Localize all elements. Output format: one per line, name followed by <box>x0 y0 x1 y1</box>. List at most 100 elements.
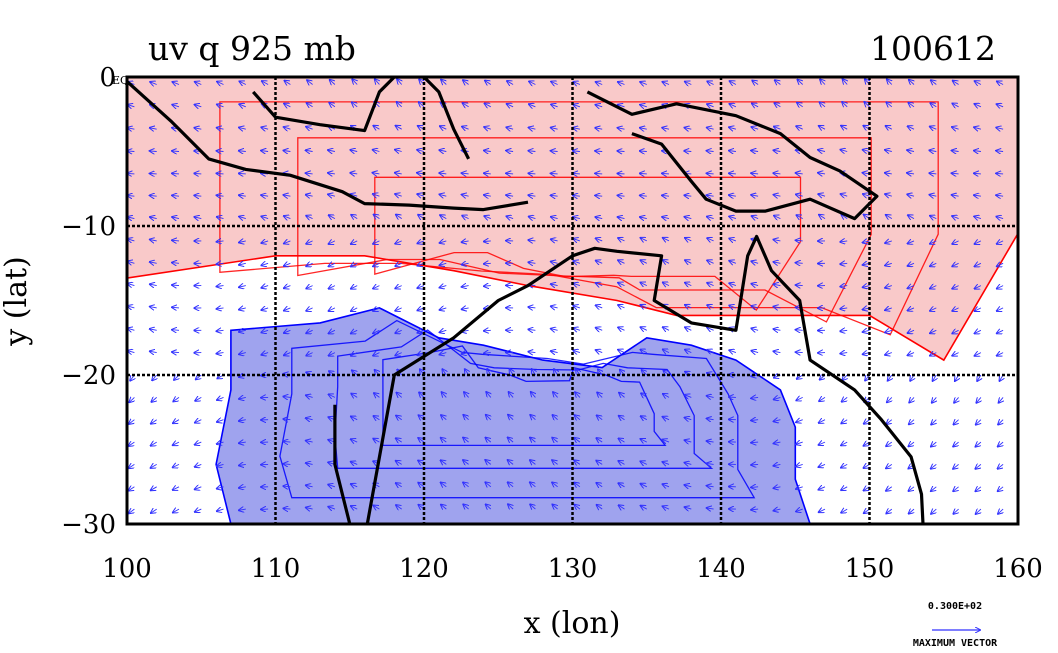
wind-vector <box>931 80 937 84</box>
wind-vector <box>975 104 982 107</box>
wind-vector <box>373 330 380 333</box>
wind-vector <box>573 328 581 330</box>
wind-vector <box>375 79 380 84</box>
wind-vector <box>329 330 336 333</box>
wind-vector <box>284 286 291 289</box>
wind-vector <box>551 306 558 308</box>
wind-vector <box>707 396 714 398</box>
equator-label: EQ <box>112 74 129 87</box>
wind-vector <box>552 482 558 486</box>
wind-vector <box>172 330 180 331</box>
y-tick-label: 0 <box>99 63 116 93</box>
wind-vector <box>976 509 981 514</box>
wind-vector <box>729 261 737 264</box>
wind-vector <box>506 173 514 174</box>
wind-vector <box>283 441 291 442</box>
wind-vector <box>685 395 692 398</box>
wind-vector <box>351 308 358 311</box>
wind-vector <box>618 195 625 196</box>
wind-vector <box>440 126 447 129</box>
wind-vector <box>663 506 670 509</box>
wind-vector <box>530 460 536 464</box>
wind-vector <box>954 420 959 425</box>
wind-vector <box>640 217 647 219</box>
wind-vector <box>306 173 313 174</box>
wind-vector <box>440 330 447 332</box>
x-tick-label: 100 <box>102 554 152 584</box>
wind-vector <box>172 263 180 264</box>
wind-vector <box>707 305 714 308</box>
wind-vector <box>864 102 869 107</box>
wind-vector <box>395 330 402 333</box>
wind-vector <box>997 81 1004 84</box>
wind-vector <box>729 151 736 152</box>
wind-vector <box>129 487 135 491</box>
wind-vector <box>908 126 915 129</box>
wind-vector <box>796 420 803 423</box>
wind-vector <box>640 461 647 464</box>
negative-contour-region <box>215 307 811 524</box>
wind-vector <box>707 81 714 84</box>
wind-vector <box>261 127 269 129</box>
wind-vector <box>796 442 803 444</box>
wind-vector <box>373 173 380 174</box>
wind-vector <box>484 173 491 174</box>
wind-vector <box>640 151 647 152</box>
wind-vector <box>751 420 759 421</box>
wind-vector <box>752 81 759 85</box>
wind-vector <box>909 80 914 85</box>
wind-vector <box>707 328 714 331</box>
wind-vector <box>841 420 848 424</box>
wind-vector <box>374 393 380 397</box>
wind-vector <box>997 263 1004 266</box>
wind-vector <box>506 151 514 152</box>
wind-vector <box>931 487 936 491</box>
wind-vector <box>685 305 692 308</box>
wind-vector <box>150 307 157 308</box>
wind-vector <box>996 217 1004 219</box>
wind-vector <box>974 151 981 152</box>
wind-vector <box>239 263 246 265</box>
wind-vector <box>840 308 848 309</box>
wind-vector <box>463 482 469 486</box>
wind-vector <box>462 195 469 197</box>
wind-vector <box>685 418 692 420</box>
wind-vector <box>150 351 157 352</box>
wind-vector <box>330 80 335 85</box>
wind-vector <box>974 173 981 174</box>
wind-vector <box>999 397 1004 402</box>
wind-vector <box>150 82 157 85</box>
wind-vector <box>908 241 915 244</box>
wind-vector <box>128 284 135 286</box>
wind-vector <box>863 241 870 243</box>
wind-vector <box>195 397 202 400</box>
wind-vector <box>239 353 246 355</box>
wind-vector <box>441 460 447 464</box>
wind-vector <box>774 307 781 308</box>
wind-vector <box>997 330 1004 333</box>
positive-contour-line <box>219 101 939 336</box>
wind-vector <box>129 442 135 446</box>
wind-vector <box>284 353 291 356</box>
wind-vector <box>217 82 224 85</box>
wind-vector <box>128 128 135 129</box>
wind-vector <box>306 353 313 356</box>
wind-vector <box>350 173 358 174</box>
wind-vector <box>351 263 358 266</box>
wind-vector <box>752 216 759 219</box>
y-tick-label: −20 <box>61 361 116 391</box>
wind-vector <box>774 150 781 151</box>
wind-vector <box>662 128 670 130</box>
coastline-borneo-sulawesi <box>251 77 471 160</box>
wind-vector <box>685 238 692 241</box>
wind-vector <box>395 263 402 266</box>
wind-vector <box>976 487 981 491</box>
wind-vector <box>173 509 180 512</box>
date-label: 100612 <box>870 29 996 68</box>
wind-vector <box>306 372 313 375</box>
wind-vector <box>685 350 692 353</box>
wind-vector <box>886 126 893 129</box>
wind-vector <box>996 151 1004 152</box>
wind-vector <box>595 128 603 129</box>
wind-vector <box>930 286 937 289</box>
